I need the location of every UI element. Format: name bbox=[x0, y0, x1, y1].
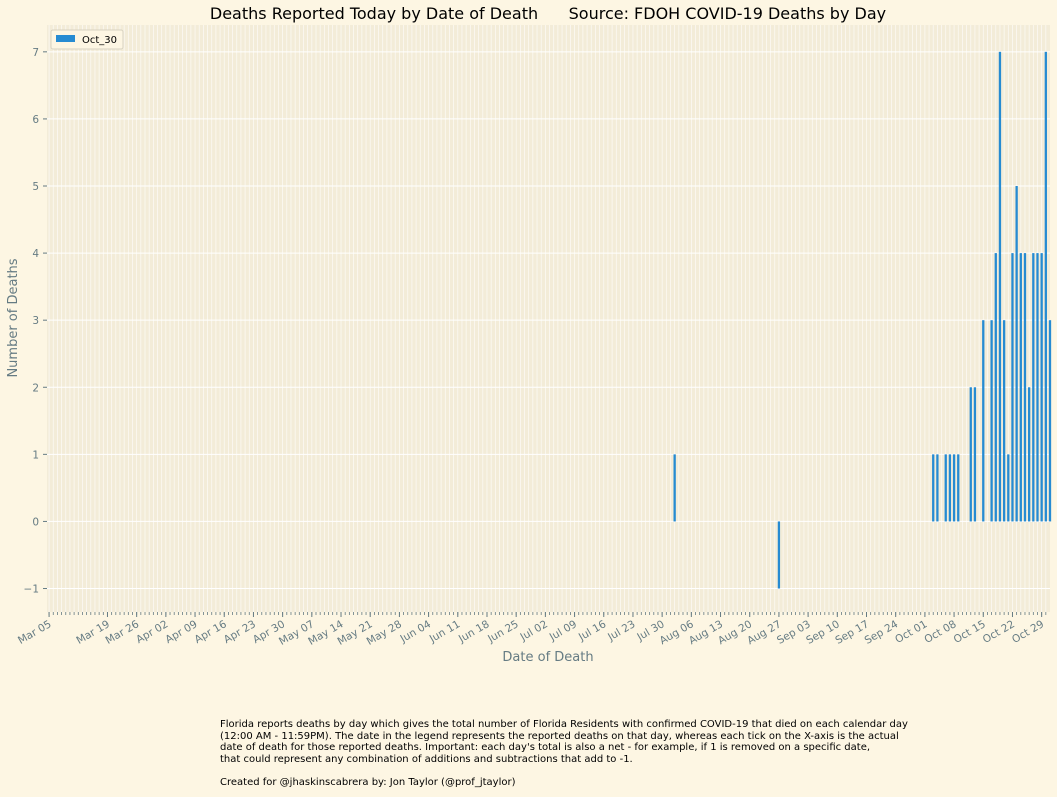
chart-title: Deaths Reported Today by Date of Death S… bbox=[210, 4, 886, 23]
bar bbox=[957, 454, 960, 522]
bar bbox=[936, 454, 939, 522]
y-tick-label: 7 bbox=[32, 47, 39, 59]
x-tick-label: Jun 04 bbox=[398, 618, 434, 646]
x-tick-label: Oct 01 bbox=[893, 618, 929, 646]
x-tick-label: Apr 09 bbox=[163, 618, 199, 646]
x-axis-label: Date of Death bbox=[502, 650, 593, 665]
bar bbox=[1028, 387, 1031, 522]
bar bbox=[998, 51, 1002, 522]
grid-lines bbox=[47, 25, 1050, 612]
x-tick-label: Oct 15 bbox=[952, 618, 988, 646]
x-tick-label: Oct 22 bbox=[981, 618, 1017, 646]
x-tick-label: Mar 26 bbox=[104, 618, 142, 647]
y-axis-label: Number of Deaths bbox=[6, 258, 21, 377]
y-tick-label: 4 bbox=[32, 248, 39, 260]
x-tick-label: Apr 23 bbox=[222, 618, 258, 646]
x-tick-label: Oct 08 bbox=[922, 618, 958, 646]
bar bbox=[777, 521, 781, 589]
credit-text: Created for @jhaskinscabrera by: Jon Tay… bbox=[220, 776, 516, 788]
bar bbox=[1023, 253, 1027, 522]
bars bbox=[673, 51, 1052, 589]
x-tick-label: Jun 11 bbox=[427, 618, 463, 645]
bar bbox=[969, 387, 972, 522]
bar bbox=[1015, 186, 1018, 522]
x-tick-label: Jun 25 bbox=[485, 618, 521, 645]
x-tick-label: Jul 09 bbox=[547, 618, 579, 644]
bar bbox=[994, 253, 997, 522]
bar bbox=[1002, 320, 1006, 522]
bar bbox=[944, 454, 947, 522]
bar bbox=[1007, 454, 1010, 522]
x-tick-label: Jul 02 bbox=[518, 618, 550, 644]
y-tick-label: 3 bbox=[32, 315, 39, 327]
x-tick-label: Sep 24 bbox=[863, 618, 901, 647]
bar bbox=[1040, 253, 1043, 522]
bar bbox=[1048, 320, 1052, 522]
y-tick-label: 5 bbox=[32, 181, 39, 193]
x-tick-label: Jul 16 bbox=[576, 618, 609, 644]
bar bbox=[990, 320, 993, 522]
x-tick-label: Jun 18 bbox=[456, 618, 492, 645]
bar bbox=[673, 454, 676, 522]
y-tick-label: 1 bbox=[32, 449, 39, 461]
bar bbox=[982, 320, 985, 522]
y-tick-label: 0 bbox=[32, 516, 39, 528]
caption: Florida reports deaths by day which give… bbox=[220, 719, 940, 789]
x-tick-label: Jul 23 bbox=[605, 618, 637, 644]
legend: Oct_30 bbox=[50, 29, 124, 50]
bar bbox=[1011, 253, 1014, 522]
legend-entry: Oct_30 bbox=[82, 35, 117, 46]
x-tick-label: Oct 29 bbox=[1010, 618, 1046, 646]
bar bbox=[948, 454, 952, 522]
x-tick-label: Apr 02 bbox=[134, 618, 170, 646]
bar bbox=[932, 454, 935, 522]
bar bbox=[973, 387, 977, 522]
bar bbox=[952, 454, 956, 522]
x-tick-label: Apr 16 bbox=[193, 618, 229, 646]
bar bbox=[1019, 253, 1022, 522]
y-tick-label: −1 bbox=[24, 584, 39, 596]
bar bbox=[1036, 253, 1039, 522]
y-axis: −1 0 1 2 3 4 5 6 7 bbox=[24, 47, 47, 596]
y-tick-label: 6 bbox=[32, 114, 39, 126]
bar bbox=[1032, 253, 1035, 522]
caption-text: Florida reports deaths by day which give… bbox=[220, 719, 908, 765]
bar bbox=[1044, 51, 1047, 522]
x-tick-label: Mar 05 bbox=[16, 618, 54, 647]
legend-box bbox=[50, 29, 124, 50]
legend-swatch bbox=[56, 35, 75, 42]
y-tick-label: 2 bbox=[32, 382, 39, 394]
